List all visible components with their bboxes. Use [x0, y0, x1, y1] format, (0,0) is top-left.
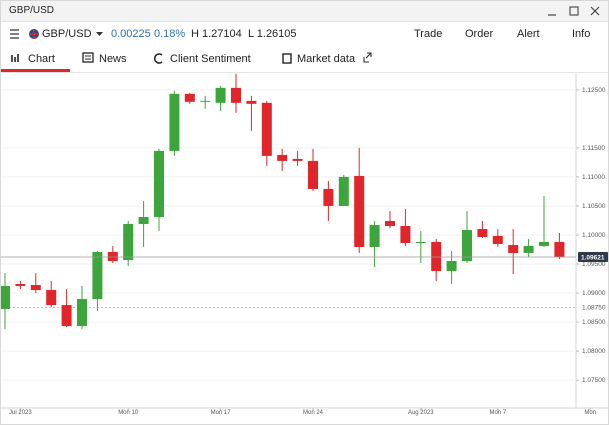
tab[interactable]: Chart	[28, 53, 55, 65]
flag-cross	[29, 29, 39, 39]
y-tick-label: 1.08000	[582, 348, 606, 355]
x-tick-label: Jul 2023	[9, 410, 32, 416]
y-tick-label: 1.07500	[582, 377, 606, 384]
candle-body	[246, 100, 257, 104]
candle-body	[123, 223, 134, 261]
low: L 1.26105	[248, 28, 297, 40]
chart-icon	[11, 54, 19, 62]
tab-bar: Chart News Client Sentiment Market data	[1, 46, 608, 73]
y-tick-label: 1.11500	[582, 145, 605, 152]
news-icon	[82, 52, 94, 63]
toolbar: GBP/USD 0.00225 0.18% H 1.27104 L 1.2610…	[1, 22, 608, 46]
news-lines	[85, 55, 91, 60]
market-icon	[282, 53, 292, 64]
menu-item[interactable]: Trade	[414, 28, 443, 40]
candle-body	[15, 284, 26, 287]
candle-body	[415, 242, 426, 244]
candle-body	[338, 176, 349, 206]
candle-body	[261, 102, 272, 156]
candle-body	[200, 100, 211, 102]
candle-body	[169, 93, 180, 151]
menu-icon[interactable]	[10, 29, 19, 39]
y-tick-label: 1.10000	[582, 232, 606, 239]
external-link-icon	[363, 52, 372, 63]
candle-body	[292, 158, 303, 161]
reference-label: 1.08750	[582, 305, 606, 312]
y-tick-label: 1.12500	[582, 87, 606, 94]
y-tick-label: 1.09000	[582, 290, 606, 297]
sentiment-icon	[153, 53, 163, 64]
high: H 1.27104	[191, 28, 242, 40]
candle-body	[107, 251, 118, 261]
candle-body	[277, 154, 288, 161]
change-pct: 0.18%	[154, 28, 186, 40]
tab-icons	[1, 52, 372, 72]
y-tick-label: 1.08500	[582, 319, 606, 326]
candle-body	[1, 286, 10, 310]
candle-body	[431, 242, 442, 272]
dropdown-arrow[interactable]	[95, 22, 105, 46]
active-tab-underline	[1, 69, 70, 72]
candle-body	[385, 220, 395, 226]
y-tick-label: 1.09500	[582, 261, 606, 268]
instrument[interactable]: GBP/USD	[42, 28, 92, 40]
candle-body	[30, 285, 41, 291]
x-tick-label: Mon 10	[118, 410, 139, 416]
window-title: GBP/USD	[9, 5, 55, 16]
candle-body	[354, 175, 365, 248]
x-tick-label: Mon 24	[303, 410, 324, 416]
title-bar: GBP/USD	[1, 1, 608, 22]
y-tick-label: 1.10500	[582, 203, 606, 210]
candle-body	[77, 299, 87, 327]
candle-body	[61, 305, 72, 327]
candle-body	[184, 93, 195, 102]
current-price-label: 1.09621	[581, 254, 605, 261]
candle-body	[508, 244, 519, 253]
close-button[interactable]	[590, 6, 600, 16]
candle-body	[92, 251, 103, 300]
candle-body	[231, 87, 241, 103]
menu-item[interactable]: Order	[465, 28, 494, 40]
tab[interactable]: Client Sentiment	[170, 53, 251, 65]
y-tick-label: 1.11000	[582, 174, 605, 181]
candle-body	[523, 246, 534, 253]
candle-body	[215, 87, 226, 103]
candle-body	[138, 216, 149, 224]
candle-body	[400, 225, 411, 243]
x-tick-label: Mon 7	[489, 410, 506, 416]
candle-body	[462, 229, 472, 261]
candle-body	[46, 290, 57, 306]
candle-body	[539, 242, 549, 247]
candle-body	[477, 229, 488, 237]
candle-body	[492, 235, 503, 244]
maximize-button[interactable]	[569, 6, 579, 16]
candle-body	[323, 188, 334, 206]
candle-body	[154, 150, 164, 217]
candle-body	[308, 160, 318, 189]
menu-item[interactable]: Alert	[517, 28, 540, 40]
x-tick-label: Mon 17	[211, 410, 232, 416]
current-price-box	[578, 251, 608, 262]
change: 0.00225	[111, 28, 151, 40]
x-tick-label: Aug 2023	[408, 410, 434, 416]
x-tick-label: Mon	[584, 410, 596, 416]
toolbar-icons	[10, 29, 39, 39]
menu-item[interactable]: Info	[572, 28, 591, 40]
tab[interactable]: News	[99, 53, 127, 65]
candle-body	[554, 242, 565, 257]
window-controls	[548, 6, 600, 16]
candle-body	[446, 260, 457, 272]
candle-body	[369, 224, 380, 248]
chart-background	[1, 73, 608, 424]
tab[interactable]: Market data	[297, 53, 356, 65]
